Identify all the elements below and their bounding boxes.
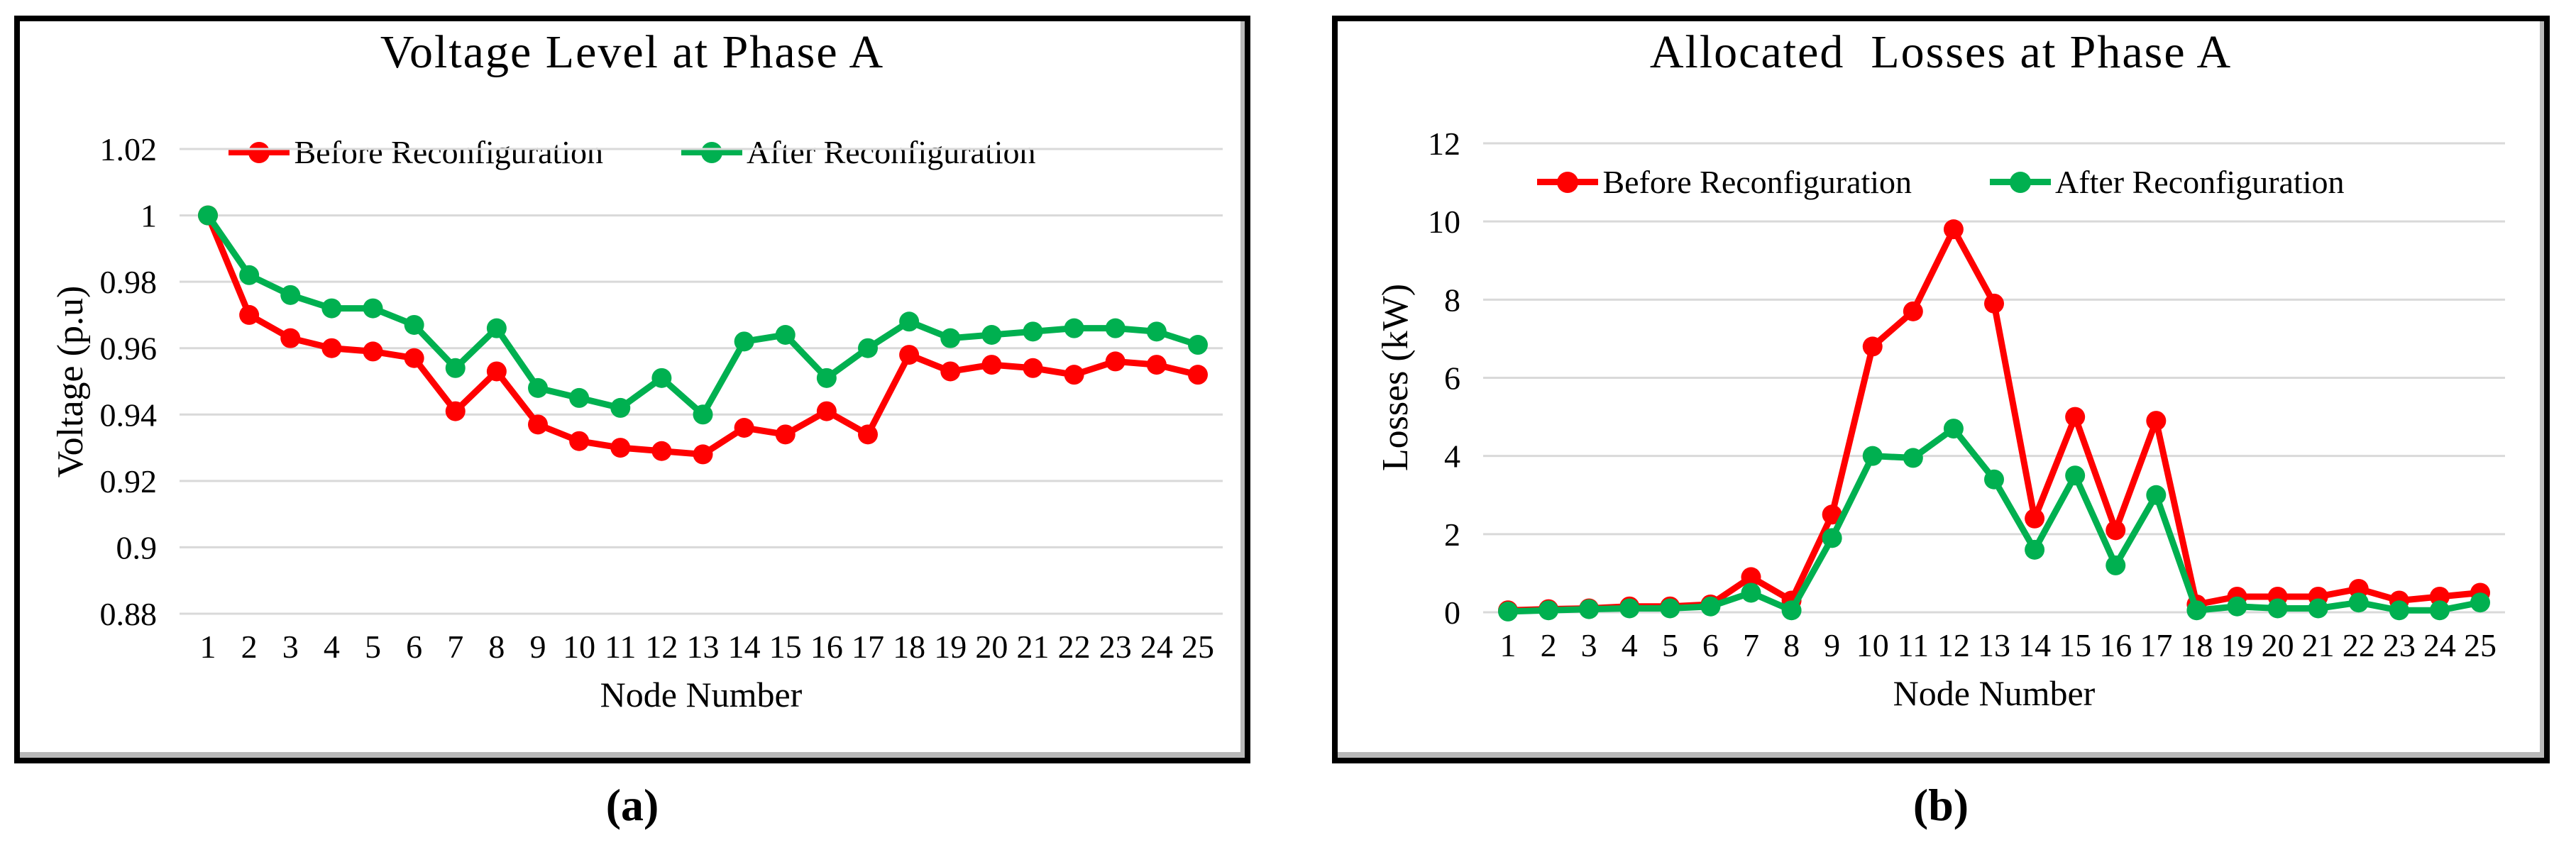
svg-text:20: 20: [2262, 627, 2294, 663]
panel-losses-chart: Allocated Losses at Phase A Before Recon…: [1332, 16, 2550, 763]
svg-text:8: 8: [1444, 282, 1460, 318]
before-series-marker-icon: [1537, 171, 1599, 193]
svg-text:25: 25: [2464, 627, 2497, 663]
svg-text:3: 3: [282, 629, 299, 665]
svg-text:6: 6: [1444, 360, 1460, 397]
svg-text:4: 4: [324, 629, 340, 665]
legend-label-after: After Reconfiguration: [2055, 164, 2345, 200]
svg-text:8: 8: [488, 629, 505, 665]
svg-text:12: 12: [1428, 126, 1460, 162]
chart-b-x-axis-title: Node Number: [1893, 673, 2096, 713]
svg-text:0.98: 0.98: [100, 264, 158, 300]
svg-text:15: 15: [2059, 627, 2091, 663]
svg-text:22: 22: [2343, 627, 2375, 663]
svg-text:4: 4: [1444, 438, 1460, 475]
svg-text:24: 24: [2423, 627, 2456, 663]
svg-text:1: 1: [1500, 627, 1517, 663]
chart-a-legend: Before Reconfiguration After Reconfigura…: [20, 133, 1245, 171]
svg-text:14: 14: [728, 629, 761, 665]
svg-text:12: 12: [645, 629, 678, 665]
chart-b-legend: Before Reconfiguration After Reconfigura…: [1338, 163, 2544, 201]
svg-text:23: 23: [2383, 627, 2416, 663]
svg-text:13: 13: [687, 629, 720, 665]
svg-text:2: 2: [241, 629, 258, 665]
svg-text:1.02: 1.02: [100, 131, 158, 167]
legend-item-before: Before Reconfiguration: [229, 133, 603, 171]
after-series-marker-icon: [681, 141, 743, 163]
marker-dot-icon: [2010, 171, 2032, 193]
svg-text:4: 4: [1622, 627, 1638, 663]
svg-text:13: 13: [1978, 627, 2010, 663]
marker-dot-icon: [701, 141, 723, 163]
caption-a: (a): [605, 780, 659, 830]
marker-dot-icon: [1557, 171, 1579, 193]
chart-b-title: Allocated Losses at Phase A: [1649, 26, 2233, 78]
svg-text:21: 21: [1017, 629, 1050, 665]
svg-text:12: 12: [1937, 627, 1970, 663]
before-series-marker-icon: [229, 141, 290, 163]
svg-text:14: 14: [2018, 627, 2051, 663]
svg-text:25: 25: [1182, 629, 1214, 665]
legend-label-before: Before Reconfiguration: [294, 134, 604, 170]
legend-item-after: After Reconfiguration: [681, 133, 1036, 171]
svg-text:10: 10: [1856, 627, 1889, 663]
svg-text:18: 18: [2180, 627, 2213, 663]
svg-text:1: 1: [200, 629, 216, 665]
svg-text:22: 22: [1058, 629, 1091, 665]
svg-text:23: 23: [1099, 629, 1132, 665]
svg-text:3: 3: [1581, 627, 1597, 663]
svg-text:16: 16: [810, 629, 843, 665]
svg-text:9: 9: [1824, 627, 1840, 663]
legend-label-before: Before Reconfiguration: [1602, 164, 1912, 200]
svg-text:0.94: 0.94: [100, 397, 158, 433]
svg-text:20: 20: [975, 629, 1008, 665]
legend-label-after: After Reconfiguration: [747, 134, 1036, 170]
svg-text:0.9: 0.9: [116, 529, 158, 565]
svg-text:6: 6: [406, 629, 422, 665]
svg-text:19: 19: [934, 629, 967, 665]
svg-text:2: 2: [1541, 627, 1557, 663]
svg-text:9: 9: [530, 629, 546, 665]
svg-text:0.96: 0.96: [100, 331, 158, 367]
svg-text:11: 11: [605, 629, 636, 665]
svg-text:0.88: 0.88: [100, 596, 158, 632]
svg-text:8: 8: [1783, 627, 1800, 663]
svg-text:5: 5: [365, 629, 381, 665]
svg-text:7: 7: [447, 629, 463, 665]
svg-text:6: 6: [1702, 627, 1719, 663]
svg-text:17: 17: [2140, 627, 2172, 663]
svg-text:16: 16: [2099, 627, 2132, 663]
chart-a-x-axis-title: Node Number: [600, 675, 803, 714]
marker-dot-icon: [248, 141, 270, 163]
panel-voltage-chart: Voltage Level at Phase A Before Reconfig…: [14, 16, 1250, 763]
svg-text:11: 11: [1898, 627, 1929, 663]
svg-text:18: 18: [893, 629, 925, 665]
svg-text:0.92: 0.92: [100, 463, 158, 499]
svg-text:10: 10: [1428, 204, 1460, 240]
svg-text:0: 0: [1444, 595, 1460, 631]
svg-text:10: 10: [563, 629, 595, 665]
svg-text:21: 21: [2302, 627, 2335, 663]
after-series-marker-icon: [1990, 171, 2052, 193]
svg-text:17: 17: [852, 629, 884, 665]
svg-text:5: 5: [1662, 627, 1678, 663]
svg-text:24: 24: [1140, 629, 1173, 665]
chart-a-title: Voltage Level at Phase A: [380, 26, 885, 78]
svg-text:7: 7: [1743, 627, 1759, 663]
svg-text:19: 19: [2221, 627, 2254, 663]
legend-item-after: After Reconfiguration: [1990, 163, 2345, 201]
legend-item-before: Before Reconfiguration: [1537, 163, 1912, 201]
caption-b: (b): [1912, 780, 1969, 830]
svg-text:15: 15: [769, 629, 802, 665]
svg-text:1: 1: [141, 198, 157, 234]
svg-text:2: 2: [1444, 517, 1460, 553]
